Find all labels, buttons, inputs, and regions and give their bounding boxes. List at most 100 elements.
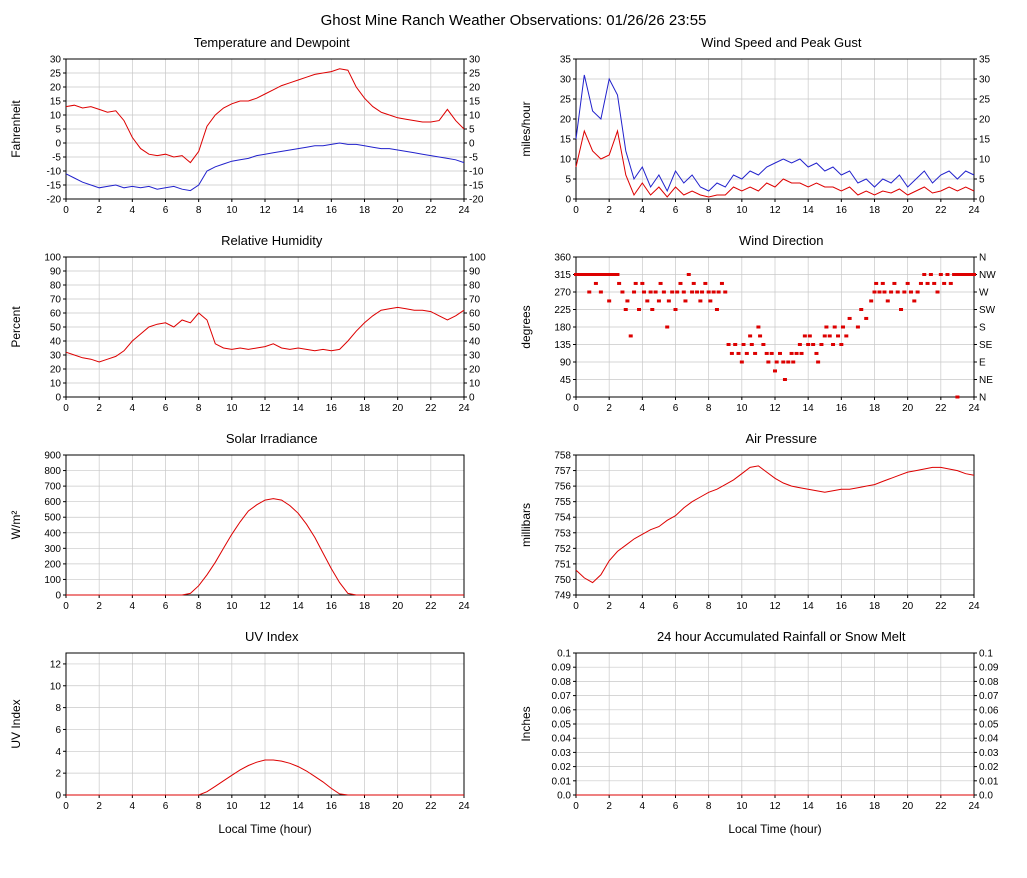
svg-text:12: 12 (769, 205, 781, 216)
svg-text:-10: -10 (469, 167, 484, 178)
svg-text:16: 16 (326, 403, 338, 414)
svg-text:751: 751 (554, 559, 571, 570)
svg-text:24: 24 (968, 403, 980, 414)
svg-text:5: 5 (469, 125, 475, 136)
svg-text:70: 70 (50, 295, 62, 306)
svg-text:0.0: 0.0 (979, 791, 993, 802)
svg-text:180: 180 (554, 323, 571, 334)
svg-text:0.04: 0.04 (979, 734, 999, 745)
svg-text:0.06: 0.06 (979, 705, 999, 716)
svg-text:0: 0 (565, 393, 571, 404)
svg-text:14: 14 (293, 205, 305, 216)
svg-text:24: 24 (458, 601, 470, 612)
svg-text:14: 14 (293, 601, 305, 612)
svg-text:755: 755 (554, 497, 571, 508)
svg-text:2: 2 (606, 601, 612, 612)
svg-text:18: 18 (868, 801, 880, 812)
svg-text:18: 18 (868, 601, 880, 612)
svg-text:15: 15 (50, 97, 62, 108)
svg-text:W/m²: W/m² (9, 511, 23, 540)
svg-text:2: 2 (96, 601, 102, 612)
svg-text:10: 10 (50, 379, 62, 390)
svg-text:40: 40 (50, 337, 62, 348)
svg-text:5: 5 (979, 175, 985, 186)
svg-text:0: 0 (63, 403, 69, 414)
svg-text:16: 16 (835, 601, 847, 612)
chart-wind-direction: Wind Direction 0 2 4 6 8 10 12 14 16 18 20 22 24 0 45 9… (516, 233, 1022, 421)
svg-text:20: 20 (559, 115, 571, 126)
svg-text:5: 5 (565, 175, 571, 186)
svg-text:Local Time (hour): Local Time (hour) (218, 822, 311, 836)
svg-text:E: E (979, 358, 986, 369)
svg-text:10: 10 (979, 155, 991, 166)
svg-text:0: 0 (63, 801, 69, 812)
svg-text:NW: NW (979, 270, 996, 281)
svg-text:6: 6 (163, 205, 169, 216)
svg-text:22: 22 (935, 205, 947, 216)
svg-text:0: 0 (565, 195, 571, 206)
svg-text:8: 8 (196, 601, 202, 612)
svg-text:12: 12 (50, 659, 62, 670)
svg-text:2: 2 (606, 205, 612, 216)
svg-text:4: 4 (639, 601, 645, 612)
svg-text:15: 15 (559, 135, 571, 146)
svg-text:16: 16 (326, 801, 338, 812)
svg-text:10: 10 (559, 155, 571, 166)
svg-text:20: 20 (902, 801, 914, 812)
svg-text:20: 20 (902, 403, 914, 414)
chart-title: Temperature and Dewpoint (193, 35, 350, 50)
svg-text:16: 16 (326, 205, 338, 216)
svg-text:80: 80 (50, 281, 62, 292)
svg-text:18: 18 (868, 403, 880, 414)
svg-text:0: 0 (469, 139, 475, 150)
svg-text:22: 22 (935, 801, 947, 812)
svg-text:70: 70 (469, 295, 481, 306)
svg-text:10: 10 (736, 403, 748, 414)
svg-text:20: 20 (50, 83, 62, 94)
svg-text:10: 10 (736, 801, 748, 812)
svg-text:24: 24 (968, 205, 980, 216)
svg-text:758: 758 (554, 451, 571, 462)
svg-text:90: 90 (469, 267, 481, 278)
svg-text:0.08: 0.08 (979, 677, 999, 688)
svg-text:0.09: 0.09 (979, 663, 999, 674)
svg-text:5: 5 (55, 125, 61, 136)
svg-text:-20: -20 (469, 195, 484, 206)
svg-text:60: 60 (469, 309, 481, 320)
svg-text:24: 24 (458, 403, 470, 414)
svg-text:900: 900 (44, 451, 61, 462)
svg-text:0: 0 (573, 205, 579, 216)
svg-text:30: 30 (469, 55, 481, 66)
svg-text:10: 10 (736, 205, 748, 216)
svg-text:100: 100 (44, 253, 61, 264)
svg-text:0: 0 (979, 195, 985, 206)
svg-text:90: 90 (559, 358, 571, 369)
svg-text:20: 20 (392, 601, 404, 612)
svg-text:135: 135 (554, 340, 571, 351)
svg-text:20: 20 (392, 403, 404, 414)
svg-text:22: 22 (425, 205, 437, 216)
svg-text:22: 22 (425, 601, 437, 612)
svg-text:0.05: 0.05 (551, 720, 571, 731)
svg-text:10: 10 (50, 681, 62, 692)
chart-air-pressure: Air Pressure 0 2 4 6 8 10 12 14 16 18 20 22 24 749 750… (516, 431, 1022, 619)
svg-text:18: 18 (359, 601, 371, 612)
svg-text:80: 80 (469, 281, 481, 292)
svg-text:750: 750 (554, 575, 571, 586)
svg-text:0: 0 (573, 801, 579, 812)
svg-text:25: 25 (50, 69, 62, 80)
svg-text:Percent: Percent (9, 306, 23, 348)
svg-text:800: 800 (44, 466, 61, 477)
svg-text:30: 30 (979, 75, 991, 86)
svg-text:8: 8 (705, 403, 711, 414)
svg-text:754: 754 (554, 513, 571, 524)
svg-text:4: 4 (130, 205, 136, 216)
solar-irradiance-plot: 0 2 4 6 8 10 12 14 16 18 20 22 240100200300400500600… (9, 451, 470, 613)
svg-text:12: 12 (259, 205, 271, 216)
svg-text:2: 2 (606, 801, 612, 812)
svg-text:0.09: 0.09 (551, 663, 571, 674)
svg-text:757: 757 (554, 466, 571, 477)
svg-text:10: 10 (226, 601, 238, 612)
svg-text:20: 20 (392, 801, 404, 812)
